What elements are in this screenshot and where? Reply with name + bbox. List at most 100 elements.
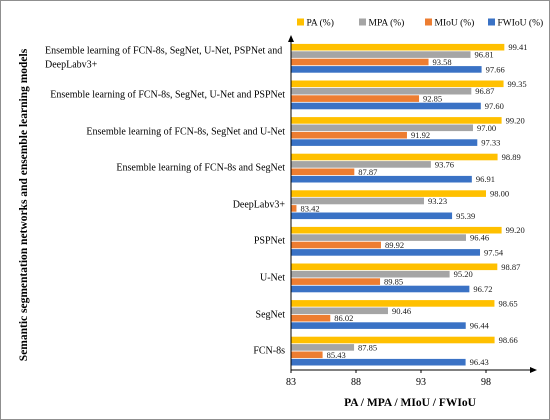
bar-fwiou-segnet: [291, 322, 466, 329]
legend-label-pa: PA (%): [307, 18, 334, 29]
data-label-fwiou-u-net: 96.72: [473, 284, 492, 294]
data-label-pa-ensemble-learning-of-fcn-8s-and-segnet: 98.89: [502, 152, 521, 162]
category-label-deeplabv3: DeepLabv3+: [232, 198, 285, 210]
data-label-fwiou-ensemble-learning-of-fcn-8s-segnet-u-net-and-pspnet: 97.60: [485, 101, 504, 111]
bar-fwiou-ensemble-learning-of-fcn-8s-segnet-u-net-pspnet-and-deeplabv3: [291, 66, 482, 73]
bar-mpa-ensemble-learning-of-fcn-8s-segnet-and-u-net: [291, 124, 473, 132]
bar-fwiou-ensemble-learning-of-fcn-8s-segnet-and-u-net: [291, 139, 478, 146]
bar-mpa-ensemble-learning-of-fcn-8s-segnet-u-net-and-pspnet: [291, 87, 472, 95]
category-label-ensemble-learning-of-fcn-8s-segnet-and-u-net: Ensemble learning of FCN-8s, SegNet and …: [86, 125, 285, 137]
data-label-pa-segnet: 98.65: [498, 298, 517, 308]
data-label-mpa-ensemble-learning-of-fcn-8s-and-segnet: 93.76: [435, 159, 454, 169]
x-tick-label-93: 93: [416, 377, 426, 388]
data-label-miou-u-net: 89.85: [384, 277, 403, 287]
data-label-mpa-u-net: 95.20: [454, 269, 473, 279]
legend-label-mpa: MPA (%): [369, 18, 405, 29]
legend-swatch-miou: [425, 18, 432, 26]
data-label-miou-ensemble-learning-of-fcn-8s-segnet-u-net-pspnet-and-deeplabv3: 93.58: [433, 57, 452, 67]
category-label-ensemble-learning-of-fcn-8s-and-segnet: Ensemble learning of FCN-8s and SegNet: [116, 162, 285, 174]
data-label-fwiou-segnet: 96.44: [470, 321, 490, 331]
bar-pa-ensemble-learning-of-fcn-8s-segnet-u-net-and-pspnet: [291, 80, 504, 88]
data-label-mpa-ensemble-learning-of-fcn-8s-segnet-u-net-pspnet-and-deeplabv3: 96.81: [475, 50, 494, 60]
bar-fwiou-pspnet: [291, 249, 481, 256]
bar-miou-ensemble-learning-of-fcn-8s-segnet-and-u-net: [291, 131, 407, 139]
data-label-pa-ensemble-learning-of-fcn-8s-segnet-u-net-and-pspnet: 99.35: [508, 79, 527, 89]
data-label-fwiou-ensemble-learning-of-fcn-8s-segnet-u-net-pspnet-and-deeplabv3: 97.66: [486, 64, 505, 74]
legend-item-fwiou: FWIoU (%): [488, 18, 543, 29]
bar-miou-deeplabv3: [291, 205, 297, 212]
bar-pa-segnet: [291, 300, 495, 307]
bars: [291, 43, 505, 366]
legend: PA (%) MPA (%) MIoU (%) FWIoU (%): [297, 18, 543, 29]
data-label-pa-deeplabv3: 98.00: [490, 189, 509, 199]
data-label-miou-ensemble-learning-of-fcn-8s-segnet-u-net-and-pspnet: 92.85: [423, 94, 442, 104]
bar-miou-ensemble-learning-of-fcn-8s-segnet-u-net-and-pspnet: [291, 95, 420, 102]
bar-fwiou-ensemble-learning-of-fcn-8s-segnet-u-net-and-pspnet: [291, 102, 481, 110]
x-axis-arrow: [530, 367, 537, 373]
x-axis-ticks: 83 88 93 98: [286, 370, 491, 388]
data-label-pa-u-net: 98.87: [501, 262, 520, 272]
bar-pa-ensemble-learning-of-fcn-8s-segnet-and-u-net: [291, 117, 502, 124]
legend-label-fwiou: FWIoU (%): [498, 18, 544, 29]
legend-item-mpa: MPA (%): [359, 18, 404, 29]
data-label-mpa-segnet: 90.46: [392, 306, 411, 316]
category-label-u-net: U-Net: [260, 272, 285, 284]
bar-miou-segnet: [291, 314, 331, 322]
data-label-mpa-pspnet: 96.46: [470, 233, 489, 243]
bar-fwiou-u-net: [291, 285, 470, 293]
data-label-miou-ensemble-learning-of-fcn-8s-segnet-and-u-net: 91.92: [411, 130, 430, 140]
bar-pa-pspnet: [291, 226, 502, 234]
bar-pa-ensemble-learning-of-fcn-8s-and-segnet: [291, 153, 498, 161]
category-label-segnet: SegNet: [255, 308, 285, 320]
data-label-miou-fcn-8s: 85.43: [327, 350, 346, 360]
data-label-pa-ensemble-learning-of-fcn-8s-segnet-and-u-net: 99.20: [506, 115, 525, 125]
data-label-mpa-ensemble-learning-of-fcn-8s-segnet-and-u-net: 97.00: [477, 123, 496, 133]
bar-mpa-ensemble-learning-of-fcn-8s-segnet-u-net-pspnet-and-deeplabv3: [291, 51, 471, 58]
x-axis-title: PA / MPA / MIoU / FWIoU: [344, 397, 477, 409]
x-tick-label-98: 98: [481, 377, 491, 388]
bar-mpa-deeplabv3: [291, 197, 424, 205]
bar-miou-fcn-8s: [291, 351, 323, 359]
legend-swatch-mpa: [359, 18, 366, 26]
data-label-fwiou-deeplabv3: 95.39: [456, 211, 475, 221]
data-label-mpa-deeplabv3: 93.23: [428, 196, 447, 206]
data-label-pa-fcn-8s: 98.66: [499, 335, 518, 345]
bar-pa-u-net: [291, 263, 498, 271]
bar-mpa-u-net: [291, 270, 450, 278]
bar-mpa-pspnet: [291, 234, 466, 241]
bar-mpa-fcn-8s: [291, 344, 355, 351]
legend-swatch-pa: [297, 18, 304, 26]
category-label-fcn-8s: FCN-8s: [253, 345, 285, 357]
data-label-fwiou-ensemble-learning-of-fcn-8s-segnet-and-u-net: 97.33: [481, 138, 500, 148]
data-label-miou-pspnet: 89.92: [385, 240, 404, 250]
y-axis-arrow: [288, 35, 294, 42]
bar-fwiou-ensemble-learning-of-fcn-8s-and-segnet: [291, 175, 472, 183]
category-label-ensemble-learning-of-fcn-8s-segnet-u-net-pspnet-and-deeplabv3: Ensemble learning of FCN-8s, SegNet, U-N…: [45, 45, 283, 71]
bar-miou-pspnet: [291, 241, 381, 249]
y-axis-title: Semantic segmentation networks and ensem…: [18, 48, 30, 361]
data-label-miou-segnet: 86.02: [334, 313, 353, 323]
data-label-miou-deeplabv3: 83.42: [300, 203, 319, 213]
category-label-ensemble-learning-of-fcn-8s-segnet-u-net-and-pspnet: Ensemble learning of FCN-8s, SegNet, U-N…: [50, 89, 285, 101]
bar-fwiou-deeplabv3: [291, 212, 453, 220]
data-label-mpa-fcn-8s: 87.85: [358, 342, 377, 352]
data-label-fwiou-pspnet: 97.54: [484, 247, 504, 257]
bar-miou-u-net: [291, 278, 381, 285]
data-label-mpa-ensemble-learning-of-fcn-8s-segnet-u-net-and-pspnet: 96.87: [475, 86, 494, 96]
data-label-fwiou-ensemble-learning-of-fcn-8s-and-segnet: 96.91: [476, 174, 495, 184]
axes: [288, 35, 537, 373]
bar-miou-ensemble-learning-of-fcn-8s-segnet-u-net-pspnet-and-deeplabv3: [291, 58, 429, 66]
data-label-fwiou-fcn-8s: 96.43: [470, 357, 489, 367]
legend-label-miou: MIoU (%): [435, 18, 475, 29]
data-label-pa-ensemble-learning-of-fcn-8s-segnet-u-net-pspnet-and-deeplabv3: 99.41: [508, 42, 527, 52]
legend-item-pa: PA (%): [297, 18, 334, 29]
x-tick-label-88: 88: [351, 377, 361, 388]
category-label-pspnet: PSPNet: [253, 235, 285, 247]
data-label-pa-pspnet: 99.20: [506, 225, 525, 235]
bar-mpa-segnet: [291, 307, 388, 315]
bar-pa-deeplabv3: [291, 190, 486, 197]
x-tick-label-83: 83: [286, 377, 296, 388]
